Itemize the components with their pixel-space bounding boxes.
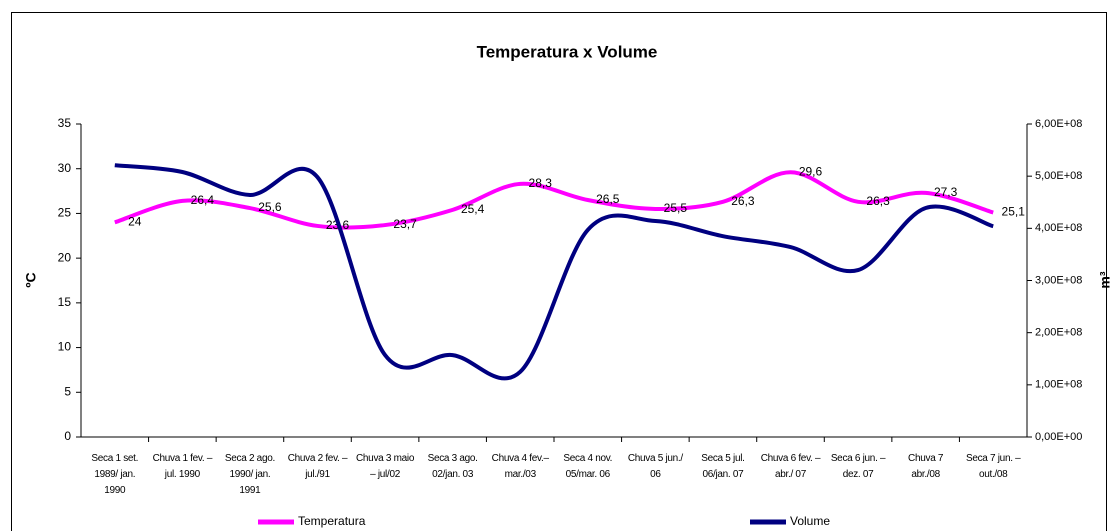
data-label: 25,6 — [258, 200, 282, 214]
data-label: 27,3 — [934, 185, 958, 199]
y-tick-label: 20 — [58, 250, 72, 264]
x-tick-label: Chuva 7 abr./08 — [908, 453, 944, 480]
x-tick-label: Chuva 1 fev. – jul. 1990 — [152, 453, 213, 480]
x-tick-label: Seca 2 ago. 1990/ jan. 1991 — [224, 453, 275, 496]
y2-tick-label: 1,00E+08 — [1035, 379, 1082, 391]
data-label: 23,7 — [393, 217, 417, 231]
x-tick-label: Chuva 6 fev. – abr./ 07 — [760, 453, 821, 480]
y-tick-label: 25 — [58, 206, 72, 220]
x-tick-label: Seca 4 nov. 05/mar. 06 — [563, 453, 613, 480]
legend-label: Temperatura — [298, 514, 366, 528]
data-label: 26,4 — [191, 193, 215, 207]
x-tick-label: Chuva 2 fev. – jul./91 — [287, 453, 348, 480]
x-tick-label: Seca 1 set. 1989/ jan. 1990 — [91, 453, 139, 496]
x-tick-label: Seca 7 jun. – out./08 — [965, 453, 1021, 480]
y-tick-label: 35 — [58, 116, 72, 130]
data-label: 28,3 — [529, 176, 553, 190]
y-tick-label: 0 — [64, 429, 71, 443]
series-line — [114, 163, 994, 381]
data-label: 24 — [128, 215, 142, 229]
x-tick-label: Chuva 3 maio – jul/02 — [356, 453, 415, 480]
chart-title: Temperatura x Volume — [477, 42, 658, 61]
y-tick-label: 10 — [58, 340, 72, 354]
series-line — [114, 170, 994, 230]
y2-tick-label: 0,00E+00 — [1035, 431, 1082, 443]
y2-tick-label: 4,00E+08 — [1035, 222, 1082, 234]
data-label: 25,5 — [664, 201, 688, 215]
y2-axis-label: m³ — [1097, 271, 1113, 288]
data-label: 25,4 — [461, 202, 485, 216]
x-tick-label: Chuva 4 fev.– mar./03 — [491, 453, 549, 480]
y-tick-label: 30 — [58, 161, 72, 175]
y2-tick-label: 6,00E+08 — [1035, 118, 1082, 130]
y2-tick-label: 3,00E+08 — [1035, 274, 1082, 286]
x-tick-label: Chuva 5 jun./ 06 — [627, 453, 683, 480]
y2-tick-label: 2,00E+08 — [1035, 327, 1082, 339]
y-axis-label: ºC — [23, 272, 39, 287]
data-label: 26,3 — [731, 194, 755, 208]
x-tick-label: Seca 3 ago. 02/jan. 03 — [427, 453, 478, 480]
data-label: 25,1 — [1002, 205, 1026, 219]
data-label: 26,3 — [866, 194, 890, 208]
x-tick-label: Seca 6 jun. – dez. 07 — [830, 453, 886, 480]
y-tick-label: 5 — [64, 384, 71, 398]
data-label: 29,6 — [799, 164, 823, 178]
y2-tick-label: 5,00E+08 — [1035, 170, 1082, 182]
x-tick-label: Seca 5 jul. 06/jan. 07 — [701, 453, 745, 480]
y-tick-label: 15 — [58, 295, 72, 309]
legend-label: Volume — [790, 514, 830, 528]
data-label: 26,5 — [596, 192, 620, 206]
chart-border — [11, 12, 1107, 531]
